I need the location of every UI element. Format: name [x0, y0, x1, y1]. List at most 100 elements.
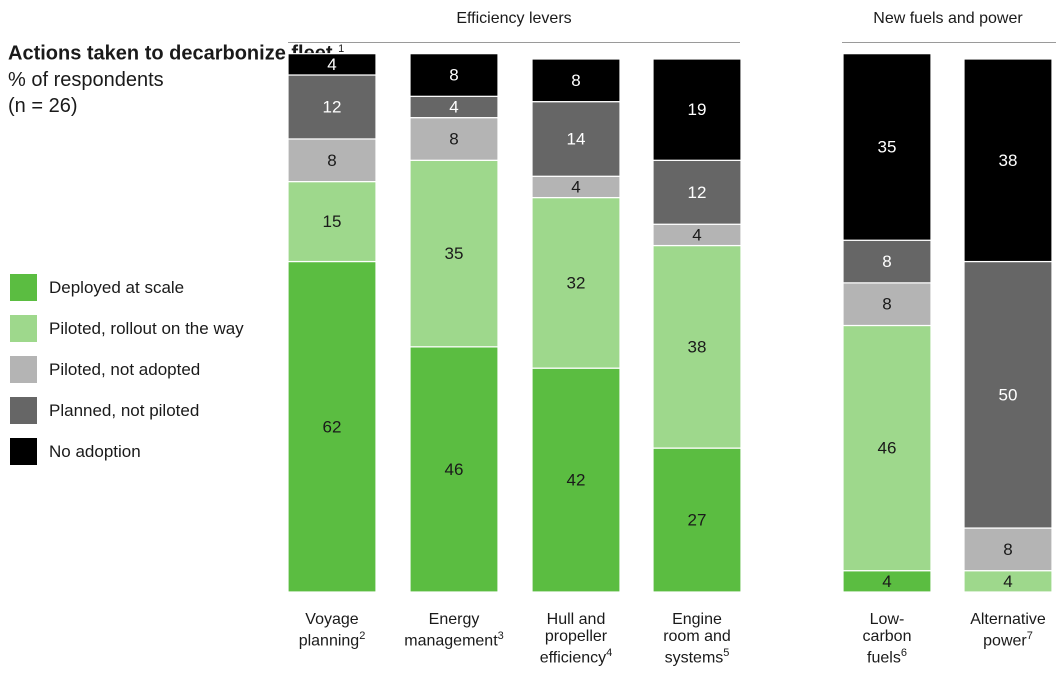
bar-segment — [963, 58, 1053, 263]
legend-label: Piloted, rollout on the way — [49, 318, 244, 338]
category-label-line: carbon — [862, 628, 912, 645]
data-label: 19 — [688, 100, 707, 119]
legend-label: Piloted, not adopted — [49, 359, 201, 379]
footnote-marker: 3 — [497, 630, 504, 642]
data-label: 35 — [878, 137, 897, 156]
bar-segment — [652, 447, 742, 593]
legend-label: Planned, not piloted — [49, 400, 200, 420]
data-label: 42 — [567, 471, 586, 490]
category-label: Engine room and systems5 — [663, 611, 731, 666]
data-label: 32 — [567, 273, 586, 292]
data-label: 12 — [688, 183, 707, 202]
legend-swatch — [10, 274, 37, 301]
data-label: 4 — [882, 572, 891, 591]
data-label: 8 — [449, 65, 458, 84]
group-label-new-fuels: New fuels and power — [873, 10, 1023, 27]
category-label-line: Energy — [428, 611, 480, 628]
category-label: Hull and propeller efficiency4 — [540, 611, 613, 666]
bar-segment — [531, 196, 621, 369]
footnote-marker: 6 — [900, 647, 907, 659]
legend-item-piloted-rollout: Piloted, rollout on the way — [10, 315, 244, 342]
legend-item-deployed: Deployed at scale — [10, 274, 244, 301]
category-label: Voyage planning2 — [299, 611, 366, 649]
footnote-marker: 2 — [359, 630, 366, 642]
bar-segment — [652, 244, 742, 449]
bar-segment — [531, 367, 621, 593]
data-label: 8 — [882, 295, 891, 314]
bar-segment — [409, 159, 499, 348]
data-label: 8 — [449, 129, 458, 148]
group-rule-new-fuels — [842, 42, 1056, 43]
legend-label: Deployed at scale — [49, 277, 185, 297]
data-label: 46 — [878, 439, 897, 458]
bar-segment — [409, 346, 499, 593]
legend-swatch — [10, 397, 37, 424]
bar-segment — [963, 260, 1053, 529]
chart-title-text: Actions taken to decarbonize fleet, — [8, 42, 339, 65]
category-label-line: room and — [663, 628, 731, 645]
bar-segment — [842, 282, 932, 327]
category-label-line: Hull and — [546, 611, 606, 628]
bar-segment — [652, 58, 742, 161]
legend-item-planned: Planned, not piloted — [10, 397, 244, 424]
category-label-line: fuels6 — [867, 647, 907, 667]
bar-segment — [531, 101, 621, 177]
data-label: 38 — [688, 337, 707, 356]
category-label-line: Voyage — [305, 611, 359, 628]
footnote-marker: 4 — [606, 647, 613, 659]
legend-item-no-adoption: No adoption — [10, 438, 244, 465]
bar-segment — [963, 527, 1053, 572]
chart-title-footnote: 1 — [338, 43, 345, 55]
legend-swatch — [10, 356, 37, 383]
data-label: 8 — [327, 151, 336, 170]
bar-segment — [531, 58, 621, 103]
chart-sample-size: (n = 26) — [8, 94, 78, 117]
chart-title: Actions taken to decarbonize fleet,1 — [8, 36, 344, 67]
data-label: 8 — [1003, 540, 1012, 559]
bar-segment — [842, 324, 932, 572]
category-label-line: Low- — [869, 611, 905, 628]
data-label: 4 — [327, 55, 336, 74]
bar-segment — [842, 53, 932, 241]
data-label: 15 — [323, 212, 342, 231]
bar-segment — [287, 53, 377, 76]
legend-swatch — [10, 438, 37, 465]
data-label: 4 — [1003, 572, 1012, 591]
legend-label: No adoption — [49, 441, 141, 461]
data-label: 4 — [571, 177, 580, 196]
data-label: 4 — [449, 97, 458, 116]
data-label: 50 — [999, 385, 1018, 404]
chart-subtitle: % of respondents — [8, 68, 164, 91]
bar-segment — [287, 74, 377, 140]
bar-segment — [409, 117, 499, 161]
bar-segment — [409, 53, 499, 97]
bar-segment — [287, 260, 377, 593]
group-label-efficiency: Efficiency levers — [456, 10, 572, 27]
data-label: 12 — [323, 97, 342, 116]
bar-segment — [842, 239, 932, 284]
data-label: 46 — [445, 460, 464, 479]
footnote-marker: 5 — [723, 647, 730, 659]
data-label: 27 — [688, 511, 707, 530]
legend: Deployed at scale Piloted, rollout on th… — [10, 274, 244, 479]
category-label-line: systems5 — [664, 647, 730, 667]
category-label-line: management3 — [404, 630, 504, 650]
category-label-line: efficiency4 — [539, 647, 613, 667]
group-rule-efficiency — [288, 42, 740, 43]
category-label: Energy management3 — [404, 611, 504, 649]
data-label: 38 — [999, 151, 1018, 170]
chart-title-block: Actions taken to decarbonize fleet,1 % o… — [8, 36, 344, 119]
category-label-line: Engine — [672, 611, 722, 628]
legend-swatch — [10, 315, 37, 342]
category-label-line: Alternative — [970, 611, 1046, 628]
data-label: 62 — [323, 417, 342, 436]
data-label: 14 — [567, 129, 586, 148]
legend-item-piloted-not-adopted: Piloted, not adopted — [10, 356, 244, 383]
data-label: 8 — [571, 71, 580, 90]
category-label-line: propeller — [544, 628, 608, 645]
category-label-line: planning2 — [298, 630, 366, 650]
data-label: 35 — [445, 244, 464, 263]
data-label: 8 — [882, 252, 891, 271]
footnote-marker: 7 — [1026, 630, 1033, 642]
